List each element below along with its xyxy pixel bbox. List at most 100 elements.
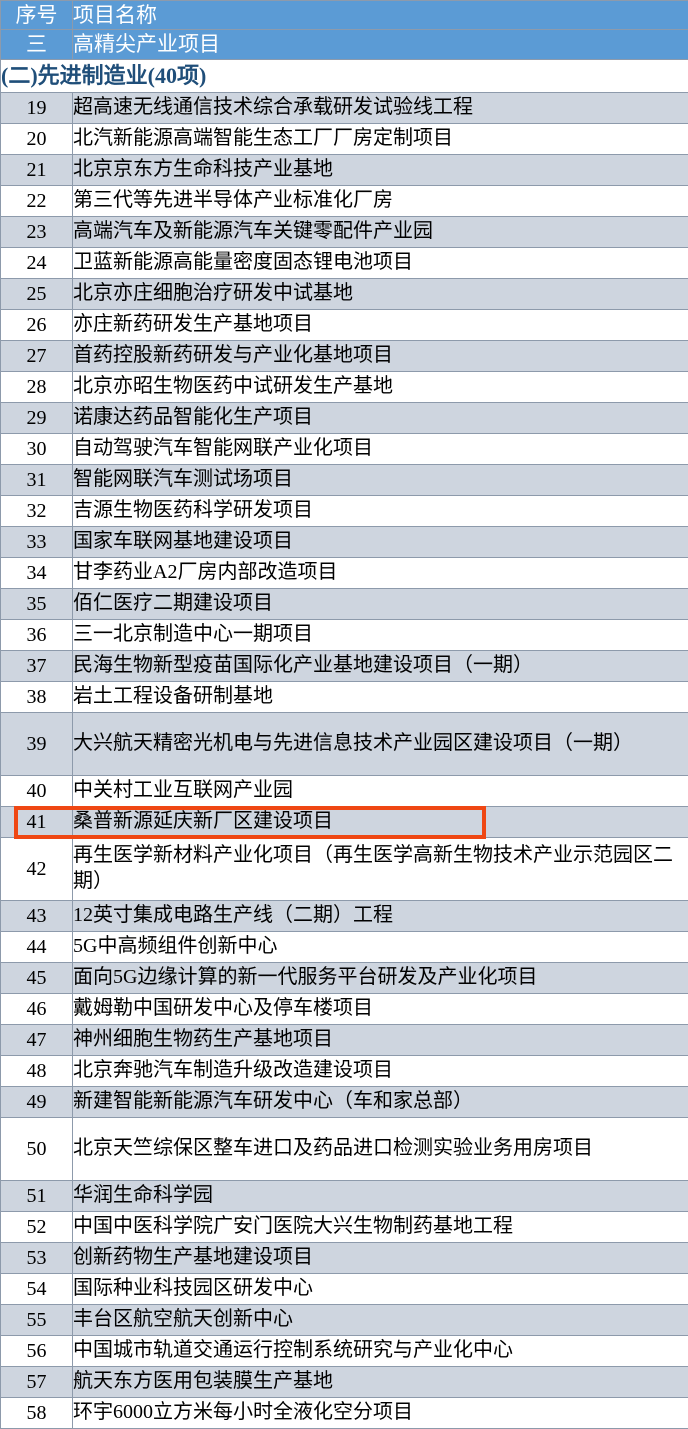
row-seq: 21 xyxy=(1,155,73,186)
row-project-name: 新建智能新能源汽车研发中心（车和家总部） xyxy=(73,1087,688,1118)
row-project-name: 吉源生物医药科学研发项目 xyxy=(73,496,688,527)
table-head: 序号 项目名称 xyxy=(1,1,688,30)
row-project-name: 第三代等先进半导体产业标准化厂房 xyxy=(73,186,688,217)
row-project-name: 再生医学新材料产业化项目（再生医学高新生物技术产业示范园区二期） xyxy=(73,838,688,901)
row-project-name: 北汽新能源高端智能生态工厂厂房定制项目 xyxy=(73,124,688,155)
row-seq: 25 xyxy=(1,279,73,310)
subsection-label: (二)先进制造业(40项) xyxy=(1,60,688,93)
row-seq: 37 xyxy=(1,651,73,682)
row-project-name: 中国城市轨道交通运行控制系统研究与产业化中心 xyxy=(73,1336,688,1367)
row-seq: 20 xyxy=(1,124,73,155)
row-seq: 33 xyxy=(1,527,73,558)
row-project-name: 神州细胞生物药生产基地项目 xyxy=(73,1025,688,1056)
row-project-name: 北京奔驰汽车制造升级改造建设项目 xyxy=(73,1056,688,1087)
row-project-name: 面向5G边缘计算的新一代服务平台研发及产业化项目 xyxy=(73,963,688,994)
row-seq: 36 xyxy=(1,620,73,651)
row-project-name: 航天东方医用包装膜生产基地 xyxy=(73,1367,688,1398)
row-project-name: 国际种业科技园区研发中心 xyxy=(73,1274,688,1305)
row-project-name: 北京亦昭生物医药中试研发生产基地 xyxy=(73,372,688,403)
row-seq: 51 xyxy=(1,1181,73,1212)
row-seq: 48 xyxy=(1,1056,73,1087)
row-seq: 34 xyxy=(1,558,73,589)
row-seq: 24 xyxy=(1,248,73,279)
row-seq: 45 xyxy=(1,963,73,994)
row-seq: 38 xyxy=(1,682,73,713)
row-seq: 56 xyxy=(1,1336,73,1367)
row-project-name: 佰仁医疗二期建设项目 xyxy=(73,589,688,620)
row-seq: 40 xyxy=(1,776,73,807)
row-seq: 42 xyxy=(1,838,73,901)
row-seq: 58 xyxy=(1,1398,73,1429)
row-project-name: 智能网联汽车测试场项目 xyxy=(73,465,688,496)
row-seq: 22 xyxy=(1,186,73,217)
row-seq: 54 xyxy=(1,1274,73,1305)
row-project-name: 桑普新源延庆新厂区建设项目 xyxy=(73,807,688,838)
row-seq: 41 xyxy=(1,807,73,838)
row-seq: 52 xyxy=(1,1212,73,1243)
row-project-name: 北京京东方生命科技产业基地 xyxy=(73,155,688,186)
row-project-name: 高端汽车及新能源汽车关键零配件产业园 xyxy=(73,217,688,248)
row-seq: 39 xyxy=(1,713,73,776)
row-seq: 19 xyxy=(1,93,73,124)
row-seq: 50 xyxy=(1,1118,73,1181)
row-project-name: 超高速无线通信技术综合承载研发试验线工程 xyxy=(73,93,688,124)
row-project-name: 甘李药业A2厂房内部改造项目 xyxy=(73,558,688,589)
row-seq: 49 xyxy=(1,1087,73,1118)
row-seq: 29 xyxy=(1,403,73,434)
row-project-name: 中关村工业互联网产业园 xyxy=(73,776,688,807)
row-seq: 53 xyxy=(1,1243,73,1274)
row-project-name: 12英寸集成电路生产线（二期）工程 xyxy=(73,901,688,932)
row-project-name: 北京天竺综保区整车进口及药品进口检测实验业务用房项目 xyxy=(73,1118,688,1181)
row-project-name: 华润生命科学园 xyxy=(73,1181,688,1212)
row-seq: 26 xyxy=(1,310,73,341)
column-header-project-name: 项目名称 xyxy=(73,1,688,30)
row-seq: 55 xyxy=(1,1305,73,1336)
row-seq: 23 xyxy=(1,217,73,248)
row-seq: 31 xyxy=(1,465,73,496)
row-seq: 27 xyxy=(1,341,73,372)
row-project-name: 亦庄新药研发生产基地项目 xyxy=(73,310,688,341)
